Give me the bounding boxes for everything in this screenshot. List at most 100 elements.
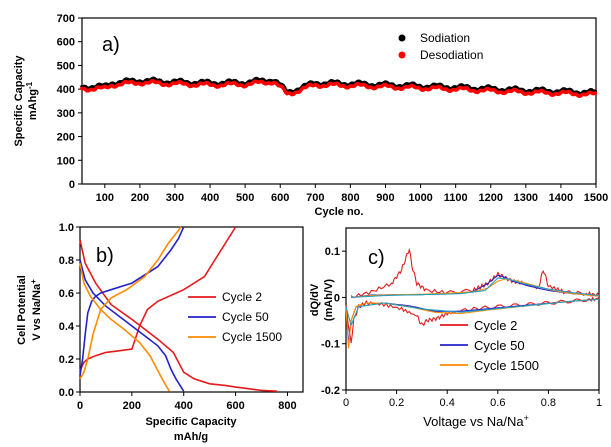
series-line-cycle-50 (79, 226, 185, 376)
panel-b-legend: Cycle 2 Cycle 50 Cycle 1500 (188, 290, 282, 344)
panel-b-y-axis-label-line-2: V vs Na/Na+ (29, 279, 44, 341)
data-point-desodiation (593, 91, 598, 95)
series-line-cycle-1500 (79, 263, 171, 392)
panel-a-x-tick-label: 900 (376, 192, 394, 204)
panel-b-x-tick-label: 0 (77, 400, 83, 412)
series-line-cycle-1500 (79, 226, 182, 380)
panel-b-x-tick-label: 200 (123, 400, 141, 412)
panel-a-y-tick-label: 100 (57, 155, 75, 167)
panel-a-x-tick-label: 700 (306, 192, 324, 204)
panel-c-x-tick-label: 0.8 (541, 397, 556, 409)
panel-c-x-ticks: 0 0.2 0.4 0.6 0.8 1 (343, 390, 602, 409)
panel-b-y-tick-label: 0.6 (59, 288, 74, 300)
panel-b-y-tick-label: 0.2 (59, 354, 74, 366)
panel-c-x-axis-label-superscript: + (524, 413, 529, 423)
panel-a-y-tick-label: 0 (69, 179, 75, 191)
panel-c-x-tick-label: 0.6 (490, 397, 505, 409)
panel-b-x-tick-label: 600 (226, 400, 244, 412)
panel-a-label: a) (102, 34, 120, 56)
panel-c-legend: Cycle 2 Cycle 50 Cycle 1500 (440, 318, 539, 373)
panel-c-x-tick-label: 0 (343, 397, 349, 409)
panel-c-y-ticks: -0.2 -0.1 0 0.1 (321, 246, 346, 397)
series-line-cycle-2 (350, 247, 600, 299)
panel-b-y-axis-label-superscript: + (29, 279, 38, 284)
panel-a-cycling-chart: 0 100 200 300 400 500 600 700 100 200 300 400 500 60… (13, 13, 608, 218)
panel-c-y-tick-label: -0.1 (321, 339, 340, 351)
panel-b-y-axis-label-line-1: Cell Potential (16, 275, 28, 345)
legend-label-cycle-1500: Cycle 1500 (474, 358, 539, 373)
panel-a-x-tick-label: 1100 (444, 192, 468, 204)
panel-b-x-axis-label-line-1: Specific Capacity (145, 416, 237, 428)
legend-label-sodiation: Sodiation (420, 31, 470, 45)
panel-a-x-tick-label: 100 (96, 192, 114, 204)
panel-a-x-tick-label: 500 (236, 192, 254, 204)
panel-c-label: c) (368, 247, 385, 269)
panel-a-y-ticks: 0 100 200 300 400 500 600 700 (57, 13, 82, 191)
panel-a-x-tick-label: 1000 (408, 192, 432, 204)
series-line-cycle-2 (345, 296, 600, 344)
panel-c-y-tick-label: -0.2 (321, 385, 340, 397)
legend-label-cycle-50: Cycle 50 (222, 310, 269, 324)
panel-c-x-tick-label: 0.2 (389, 397, 404, 409)
panel-c-y-axis-label-line-1: dQ/dV (309, 283, 321, 316)
panel-c-y-axis-label-line-2: (mAh/V) (323, 279, 335, 322)
panel-a-y-axis-label-line-1: Specific Capacity (13, 55, 25, 147)
panel-a-x-tick-label: 300 (166, 192, 184, 204)
panel-c-dqdv-chart: -0.2 -0.1 0 0.1 0 0.2 0.4 0.6 0.8 1 c) dQ/dV (mA… (309, 227, 602, 429)
panel-c-curves (345, 247, 600, 349)
panel-a-x-axis-label: Cycle no. (315, 206, 364, 218)
panel-a-legend: Sodiation Desodiation (398, 31, 483, 62)
panel-a-y-tick-label: 600 (57, 37, 75, 49)
legend-label-cycle-50: Cycle 50 (474, 338, 525, 353)
panel-b-plot-frame (79, 226, 304, 393)
panel-b-label: b) (96, 245, 114, 267)
panel-b-y-tick-label: 0.0 (59, 387, 74, 399)
panel-b-x-axis-label-line-2: mAh/g (174, 431, 208, 443)
panel-a-y-tick-label: 400 (57, 84, 75, 96)
panel-a-x-tick-label: 600 (271, 192, 289, 204)
panel-a-x-ticks: 100 200 300 400 500 600 700 800 900 1000 1100 1200 1… (96, 184, 608, 204)
legend-label-cycle-1500: Cycle 1500 (222, 330, 282, 344)
panel-a-y-tick-label: 200 (57, 132, 75, 144)
series-line-cycle-50 (351, 274, 600, 298)
panel-a-y-axis-label: Specific Capacity mAhg-1 (13, 55, 39, 147)
panel-a-x-tick-label: 400 (201, 192, 219, 204)
panel-a-y-axis-label-superscript: -1 (25, 81, 34, 89)
legend-label-desodiation: Desodiation (420, 48, 483, 62)
panel-a-x-tick-label: 200 (131, 192, 149, 204)
panel-b-curves (79, 226, 278, 392)
panel-b-y-tick-label: 0.4 (59, 321, 75, 333)
panel-b-x-tick-label: 800 (278, 400, 296, 412)
panel-a-x-tick-label: 1500 (584, 192, 608, 204)
panel-b-y-tick-label: 0.8 (59, 255, 74, 267)
panel-a-y-axis-label-line-2: mAhg-1 (25, 81, 40, 120)
panel-b-y-ticks: 0.0 0.2 0.4 0.6 0.8 1.0 (59, 222, 80, 399)
panel-b-x-tick-label: 400 (175, 400, 193, 412)
legend-marker-sodiation (398, 34, 406, 42)
panel-a-data-points (80, 76, 598, 99)
series-line-cycle-1500 (351, 277, 600, 298)
panel-c-x-axis-label: Voltage vs Na/Na+ (423, 413, 529, 429)
panel-a-plot-frame (81, 17, 597, 185)
panel-a-y-tick-label: 300 (57, 108, 75, 120)
legend-label-cycle-2: Cycle 2 (222, 290, 262, 304)
panel-b-x-ticks: 0 200 400 600 800 (77, 392, 297, 412)
series-line-cycle-50 (79, 259, 185, 392)
panel-a-y-tick-label: 700 (57, 13, 75, 25)
series-line-cycle-2 (79, 240, 278, 392)
panel-b-y-axis-label: Cell Potential V vs Na/Na+ (16, 275, 43, 345)
panel-b-y-tick-label: 1.0 (59, 222, 74, 234)
panel-b-voltage-profile-chart: 0.0 0.2 0.4 0.6 0.8 1.0 0 200 400 600 800 b) Cell… (16, 222, 304, 443)
panel-c-y-axis-label: dQ/dV (mAh/V) (309, 279, 335, 322)
panel-c-x-tick-label: 1 (596, 397, 602, 409)
panel-c-y-tick-label: 0.1 (325, 246, 340, 258)
panel-a-y-tick-label: 500 (57, 60, 75, 72)
panel-a-x-tick-label: 1400 (549, 192, 573, 204)
legend-marker-desodiation (398, 51, 406, 59)
panel-c-y-tick-label: 0 (334, 292, 340, 304)
panel-c-x-tick-label: 0.4 (440, 397, 455, 409)
panel-a-x-tick-label: 1200 (479, 192, 503, 204)
panel-a-x-tick-label: 1300 (514, 192, 538, 204)
panel-a-x-tick-label: 800 (341, 192, 359, 204)
